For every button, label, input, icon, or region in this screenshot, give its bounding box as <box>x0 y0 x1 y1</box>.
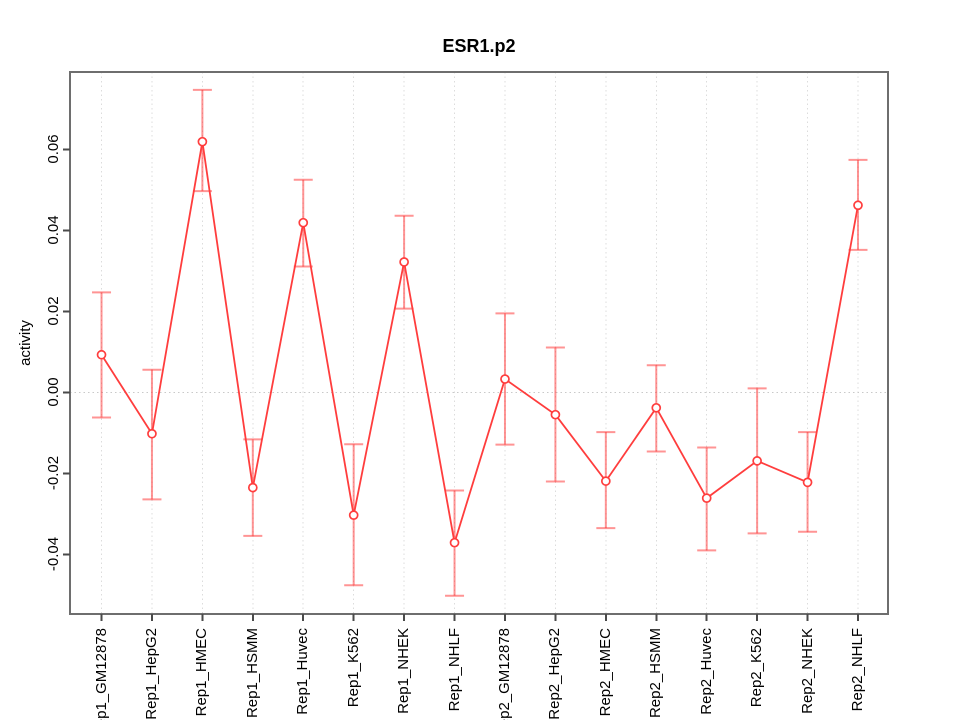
x-tick-label: Rep1_HMEC <box>193 628 211 717</box>
data-point <box>500 374 510 384</box>
data-point <box>853 200 863 211</box>
data-point <box>96 349 107 360</box>
y-tick-label: 0.00 <box>45 377 62 408</box>
x-tick-label: Rep1_Huvec <box>294 628 312 715</box>
x-tick-label: Rep2_Huvec <box>697 628 715 715</box>
y-tick-label: -0.02 <box>45 456 62 491</box>
y-tick-label: 0.04 <box>45 215 62 245</box>
x-tick-label: Rep1_K562 <box>344 628 362 708</box>
data-point <box>752 456 762 466</box>
data-point <box>550 409 561 420</box>
chart-title: ESR1.p2 <box>442 36 516 56</box>
data-point <box>449 537 460 548</box>
data-point <box>247 482 258 493</box>
data-point <box>197 136 208 147</box>
data-point <box>701 493 712 503</box>
x-tick-label: Rep2_NHEK <box>798 628 816 714</box>
data-point <box>600 476 611 486</box>
x-tick-label: Rep2_HepG2 <box>546 628 564 720</box>
data-point <box>802 477 813 488</box>
x-tick-label: Rep2_NHLF <box>848 628 866 712</box>
x-tick-label: Rep2_HMEC <box>596 628 614 717</box>
data-point <box>147 428 157 439</box>
x-tick-label: Rep2_K562 <box>748 628 766 708</box>
x-tick-label: Rep1_HSMM <box>243 628 261 719</box>
data-point <box>348 510 359 521</box>
x-tick-label: Rep1_NHLF <box>445 628 463 712</box>
data-point <box>298 217 309 228</box>
x-tick-label: Rep2_HSMM <box>647 628 665 719</box>
y-tick-label: 0.02 <box>45 296 62 326</box>
x-tick-label: Rep2_GM12878 <box>495 628 513 720</box>
data-point <box>399 257 409 267</box>
y-tick-label: 0.06 <box>45 134 62 164</box>
x-tick-label: Rep1_NHEK <box>395 628 413 714</box>
x-tick-label: Rep1_HepG2 <box>142 628 160 720</box>
x-tick-label: Rep1_GM12878 <box>92 628 110 720</box>
series-line <box>100 141 859 543</box>
y-tick-label: -0.04 <box>45 537 62 572</box>
plot-frame <box>69 71 889 615</box>
data-point <box>651 402 662 413</box>
